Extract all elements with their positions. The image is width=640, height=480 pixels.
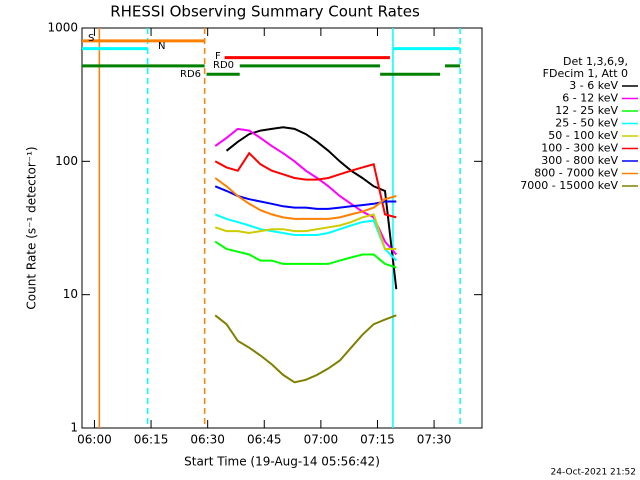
legend-label: 6 - 12 keV (562, 92, 618, 105)
x-tick-label: 06:15 (134, 433, 169, 447)
series-line (214, 240, 397, 269)
y-tick-label: 10 (63, 287, 78, 301)
state-label: F (215, 51, 221, 62)
state-label: RD6 (180, 69, 201, 80)
series-line (214, 213, 398, 262)
x-tick-label: 07:15 (360, 433, 395, 447)
legend-label: 300 - 800 keV (541, 154, 618, 167)
state-label: S (88, 33, 94, 44)
y-tick-label: 100 (55, 154, 78, 168)
state-label: N (158, 41, 165, 52)
chart-title: RHESSI Observing Summary Count Rates (110, 3, 420, 21)
x-axis-label: Start Time (19-Aug-14 05:56:42) (184, 455, 380, 469)
y-tick-label: 1000 (47, 21, 78, 35)
legend-label: 50 - 100 keV (548, 129, 618, 142)
series-line (214, 151, 397, 219)
y-axis-label: Count Rate (s⁻¹ detector⁻¹) (25, 146, 39, 309)
legend-label: 25 - 50 keV (555, 117, 618, 130)
footer: 24-Oct-2021 21:52 (551, 468, 636, 478)
x-tick-label: 06:30 (190, 433, 225, 447)
state-label: RD0 (213, 60, 234, 71)
series-line (214, 127, 398, 256)
plot-frame (81, 27, 483, 429)
legend-header: FDecim 1, Att 0 (543, 67, 628, 80)
series-line (214, 185, 397, 210)
legend-label: 12 - 25 keV (555, 104, 618, 117)
legend-header: Det 1,3,6,9, (563, 55, 628, 68)
legend-label: 3 - 6 keV (569, 79, 618, 92)
x-tick-label: 07:00 (304, 433, 339, 447)
series-line (214, 177, 397, 220)
x-tick-label: 06:45 (247, 433, 282, 447)
legend-label: 7000 - 15000 keV (520, 179, 618, 192)
legend-label: 100 - 300 keV (541, 142, 618, 155)
series-line (214, 213, 397, 250)
series-line (214, 314, 397, 384)
x-tick-label: 06:00 (77, 433, 112, 447)
x-tick-label: 07:30 (417, 433, 452, 447)
legend-label: 800 - 7000 keV (534, 167, 618, 180)
y-tick-label: 1 (70, 421, 78, 435)
series-line (225, 126, 398, 290)
